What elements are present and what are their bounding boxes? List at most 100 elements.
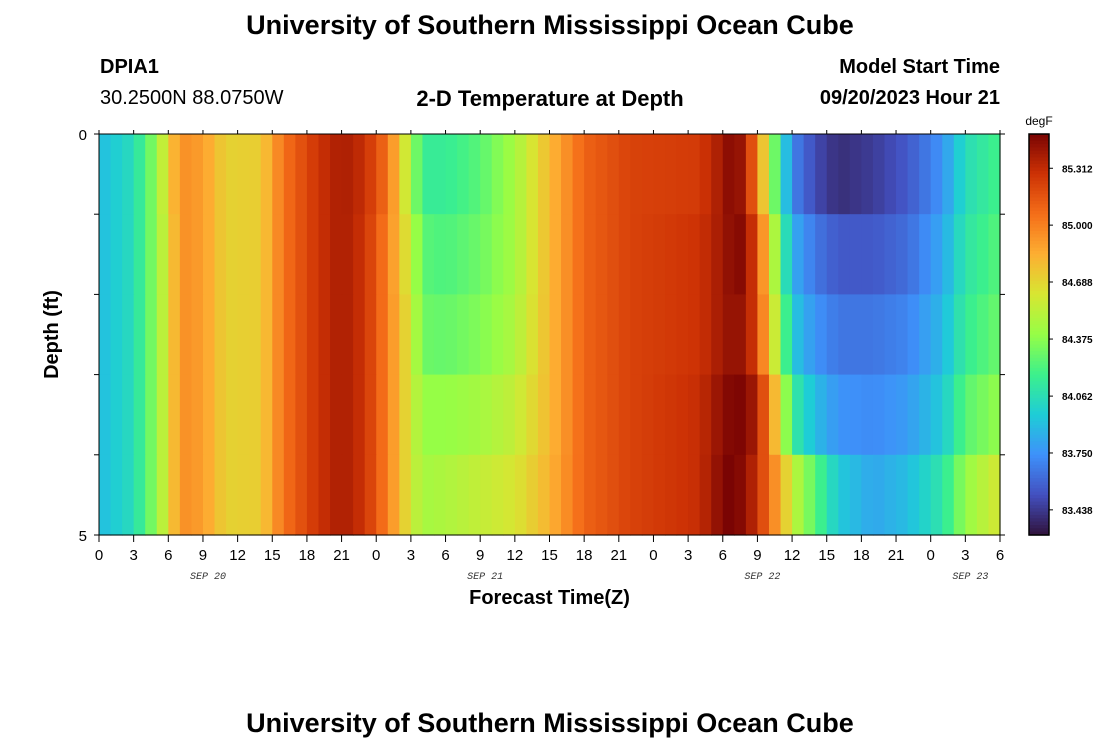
colorbar-segment [1029, 408, 1049, 412]
heatmap-cell [260, 374, 273, 456]
heatmap-cell [757, 374, 770, 456]
heatmap-cell [433, 134, 447, 215]
heatmap-cell [780, 454, 793, 536]
heatmap-cell [318, 374, 331, 456]
heatmap-cell [953, 374, 966, 456]
heatmap-cell [260, 454, 273, 536]
heatmap-cell [468, 134, 481, 215]
heatmap-cell [168, 134, 181, 215]
heatmap-cell [838, 374, 851, 456]
heatmap-cell [826, 294, 839, 376]
heatmap-cell [133, 374, 146, 456]
heatmap-cell [745, 214, 759, 295]
heatmap-cell [561, 374, 574, 456]
colorbar-segment [1029, 207, 1049, 212]
colorbar-segment [1029, 291, 1049, 295]
heatmap-cell [722, 214, 735, 295]
heatmap-cell [283, 454, 296, 536]
heatmap-cell [896, 294, 909, 376]
heatmap-cell [468, 214, 481, 295]
heatmap-cell [306, 374, 320, 456]
heatmap-cell [283, 214, 296, 295]
heatmap-cell [711, 134, 724, 215]
colorbar-segment [1029, 371, 1049, 376]
x-tick-label: 15 [541, 547, 558, 564]
heatmap-cell [364, 294, 377, 376]
heatmap-cell [872, 134, 886, 215]
colorbar-tick-label: 83.438 [1062, 506, 1093, 517]
x-tick-label: 3 [129, 547, 137, 564]
heatmap-cell [711, 374, 724, 456]
heatmap-cell [179, 454, 193, 536]
colorbar-segment [1029, 250, 1049, 255]
heatmap-cell [503, 374, 516, 456]
heatmap-cell [653, 294, 666, 376]
heatmap-cell [584, 454, 597, 536]
heatmap-cell [641, 134, 655, 215]
heatmap-cell [433, 214, 447, 295]
colorbar-segment [1029, 404, 1049, 409]
heatmap-cell [191, 134, 204, 215]
heatmap-cell [665, 214, 678, 295]
colorbar-segment [1029, 481, 1049, 486]
heatmap-cell [745, 294, 759, 376]
heatmap-cell [803, 214, 816, 295]
x-tick-label: 6 [996, 547, 1004, 564]
heatmap-cell [457, 294, 470, 376]
heatmap-cell [491, 454, 504, 536]
x-tick-label: 21 [888, 547, 905, 564]
heatmap-cell [861, 214, 874, 295]
heatmap-cell [884, 214, 897, 295]
colorbar-segment [1029, 230, 1049, 235]
date-label: SEP 23 [952, 572, 988, 583]
heatmap-cell [364, 214, 377, 295]
heatmap-cell [768, 134, 782, 215]
heatmap-cell [353, 214, 366, 295]
colorbar-segment [1029, 498, 1049, 503]
colorbar-segment [1029, 327, 1049, 332]
heatmap-cell [433, 294, 447, 376]
heatmap-cell [641, 214, 655, 295]
heatmap-cell [757, 294, 770, 376]
heatmap-cell [953, 294, 966, 376]
heatmap-cell [688, 454, 701, 536]
heatmap-cell [457, 374, 470, 456]
colorbar-segment [1029, 137, 1049, 142]
colorbar-segment [1029, 307, 1049, 312]
heatmap-cell [572, 214, 585, 295]
heatmap-cell [884, 374, 897, 456]
colorbar-tick-label: 85.000 [1062, 221, 1093, 232]
x-tick-label: 18 [299, 547, 316, 564]
colorbar-segment [1029, 154, 1049, 158]
heatmap-cell [387, 454, 400, 536]
heatmap-cell [387, 214, 400, 295]
heatmap-cell [780, 294, 793, 376]
heatmap-cell [607, 134, 620, 215]
heatmap-cell [376, 134, 389, 215]
heatmap-cell [318, 294, 331, 376]
heatmap-cell [445, 374, 458, 456]
heatmap-cell [480, 294, 493, 376]
heatmap-cell [872, 454, 886, 536]
colorbar-segment [1029, 494, 1049, 499]
heatmap-cell [387, 294, 400, 376]
heatmap-cell [399, 294, 412, 376]
heatmap-cell [422, 454, 435, 536]
heatmap-cell [653, 374, 666, 456]
colorbar-segment [1029, 444, 1049, 449]
plot-title: 2-D Temperature at Depth [416, 86, 684, 111]
heatmap-cell [919, 214, 932, 295]
heatmap-cell [676, 374, 689, 456]
heatmap-cell [757, 134, 770, 215]
heatmap-cell [99, 214, 112, 295]
heatmap-cell [722, 134, 735, 215]
colorbar-segment [1029, 354, 1049, 359]
heatmap-cell [214, 454, 227, 536]
heatmap-cell [641, 374, 655, 456]
heatmap-cell [99, 374, 112, 456]
colorbar-segment [1029, 504, 1049, 509]
heatmap-cell [872, 294, 886, 376]
heatmap-cell [122, 294, 135, 376]
colorbar-segment [1029, 461, 1049, 466]
heatmap-cell [295, 214, 308, 295]
